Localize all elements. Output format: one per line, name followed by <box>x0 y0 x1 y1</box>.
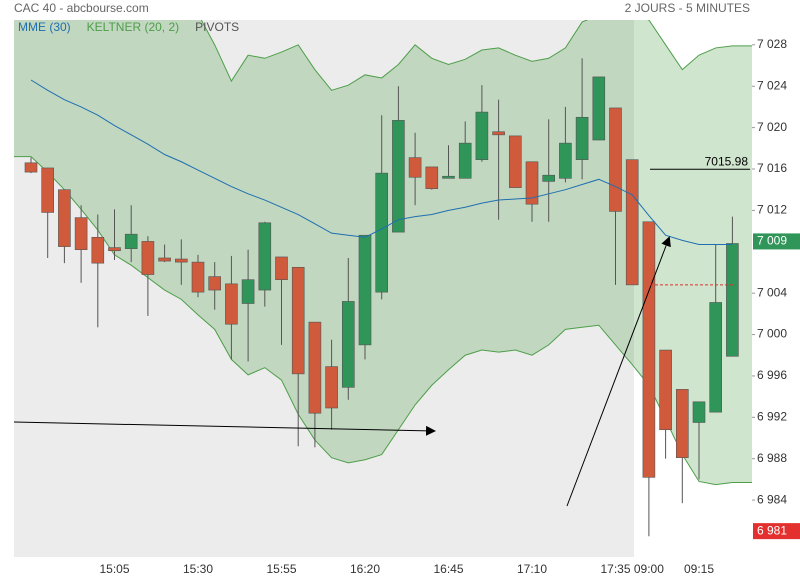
legend-entry: MME (30) <box>18 20 71 34</box>
candle-body <box>392 120 405 233</box>
x-tick-label: 15:55 <box>266 562 296 576</box>
candle-body <box>592 76 606 141</box>
price-label: 7 009 <box>757 234 787 248</box>
candle-body <box>41 167 55 213</box>
x-tick-label: 17:35 <box>600 562 630 576</box>
candle-body <box>492 131 505 136</box>
candle-body <box>709 302 723 413</box>
candle-body <box>525 161 539 205</box>
legend-entry: PIVOTS <box>195 20 239 34</box>
session-background <box>14 20 634 557</box>
pivot-label: 7015.98 <box>705 154 749 168</box>
y-tick-label: 7 028 <box>757 37 787 51</box>
candle-body <box>375 172 389 293</box>
price-label-box <box>753 523 800 540</box>
candle-body <box>659 349 672 431</box>
candle-body <box>108 247 121 252</box>
candle-body <box>642 221 656 478</box>
drawn-arrow <box>566 236 671 507</box>
candle-body <box>275 256 288 281</box>
candle-body <box>575 116 589 160</box>
candle-body <box>158 257 171 262</box>
chart-subtitle: 2 JOURS - 5 MINUTES <box>625 1 750 15</box>
y-tick-label: 7 024 <box>757 78 787 92</box>
candle-body <box>225 283 238 325</box>
plot-area <box>14 20 752 537</box>
candle-body <box>308 321 322 414</box>
x-tick-label: 09:15 <box>684 562 714 576</box>
candle-body <box>675 389 689 458</box>
keltner-upper <box>200 20 752 91</box>
keltner-lower <box>14 156 752 486</box>
candle-body <box>24 162 38 173</box>
y-tick-label: 6 992 <box>757 409 787 423</box>
y-tick-label: 6 984 <box>757 492 787 506</box>
mme-line <box>30 79 733 246</box>
y-tick-label: 7 004 <box>757 285 787 299</box>
chart-title: CAC 40 - abcbourse.com <box>14 1 149 15</box>
candle-body <box>58 189 71 247</box>
x-tick-label: 17:10 <box>517 562 547 576</box>
candle-body <box>425 166 439 189</box>
candle-body <box>91 236 105 264</box>
price-label-box <box>753 233 800 250</box>
x-tick-label: 16:20 <box>350 562 380 576</box>
candle-body <box>191 261 205 293</box>
candle-body <box>442 175 455 179</box>
candle-body <box>258 222 272 291</box>
price-label: 6 981 <box>757 523 787 537</box>
candle-body <box>124 233 138 249</box>
candle-body <box>726 243 739 357</box>
candle-body <box>325 366 338 409</box>
candle-body <box>458 142 472 179</box>
drawn-arrow <box>13 421 436 436</box>
candle-body <box>74 217 88 250</box>
candle-body <box>291 266 305 375</box>
candle-body <box>625 159 639 286</box>
x-tick-label: 15:05 <box>99 562 129 576</box>
y-tick-label: 6 988 <box>757 451 787 465</box>
candle-body <box>475 111 489 160</box>
candle-body <box>408 157 422 178</box>
candle-body <box>141 241 155 275</box>
y-tick-label: 7 000 <box>757 327 787 341</box>
x-tick-label: 09:00 <box>634 562 664 576</box>
candle-body <box>341 301 355 388</box>
x-tick-label: 15:30 <box>183 562 213 576</box>
candle-body <box>508 135 522 188</box>
candle-body <box>175 258 188 263</box>
legend: MME (30) KELTNER (20, 2) PIVOTS <box>18 20 239 34</box>
candle-body <box>692 401 706 423</box>
y-tick-label: 7 016 <box>757 161 787 175</box>
y-tick-label: 6 996 <box>757 368 787 382</box>
y-tick-label: 7 020 <box>757 120 787 134</box>
candle-body <box>358 234 372 346</box>
candle-body <box>208 276 221 291</box>
legend-entry: KELTNER (20, 2) <box>87 20 179 34</box>
y-tick-label: 7 012 <box>757 203 787 217</box>
x-tick-label: 16:45 <box>433 562 463 576</box>
candle-body <box>241 279 255 304</box>
candle-body <box>542 174 556 182</box>
candle-body <box>559 142 572 179</box>
candle-body <box>609 107 622 212</box>
